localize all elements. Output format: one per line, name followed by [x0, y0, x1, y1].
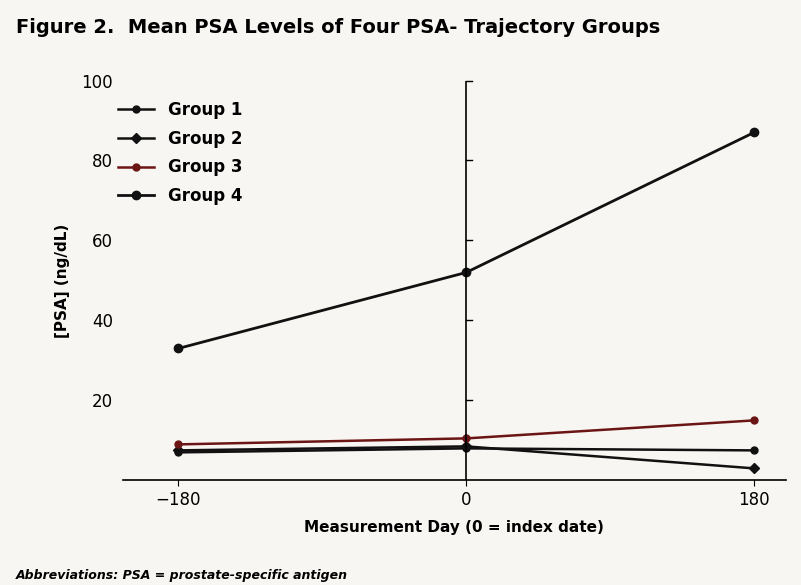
Group 2 — [174, 447, 183, 454]
Text: Figure 2.  Mean PSA Levels of Four PSA- Trajectory Groups: Figure 2. Mean PSA Levels of Four PSA- T… — [16, 18, 660, 36]
Line: Group 1: Group 1 — [175, 445, 758, 456]
Group 4 — [749, 129, 759, 136]
Group 1 — [461, 445, 471, 452]
Group 2 — [749, 465, 759, 472]
Group 1 — [749, 447, 759, 454]
Group 2 — [461, 443, 471, 450]
X-axis label: Measurement Day (0 = index date): Measurement Day (0 = index date) — [304, 520, 604, 535]
Group 4 — [461, 269, 471, 276]
Group 3 — [461, 435, 471, 442]
Legend: Group 1, Group 2, Group 3, Group 4: Group 1, Group 2, Group 3, Group 4 — [118, 101, 242, 205]
Group 1 — [174, 449, 183, 456]
Group 3 — [749, 417, 759, 424]
Line: Group 2: Group 2 — [175, 443, 758, 472]
Text: Abbreviations: PSA = prostate-specific antigen: Abbreviations: PSA = prostate-specific a… — [16, 569, 348, 582]
Line: Group 3: Group 3 — [175, 417, 758, 448]
Y-axis label: [PSA] (ng/dL): [PSA] (ng/dL) — [55, 223, 70, 338]
Group 3 — [174, 441, 183, 448]
Line: Group 4: Group 4 — [175, 128, 759, 353]
Group 4 — [174, 345, 183, 352]
